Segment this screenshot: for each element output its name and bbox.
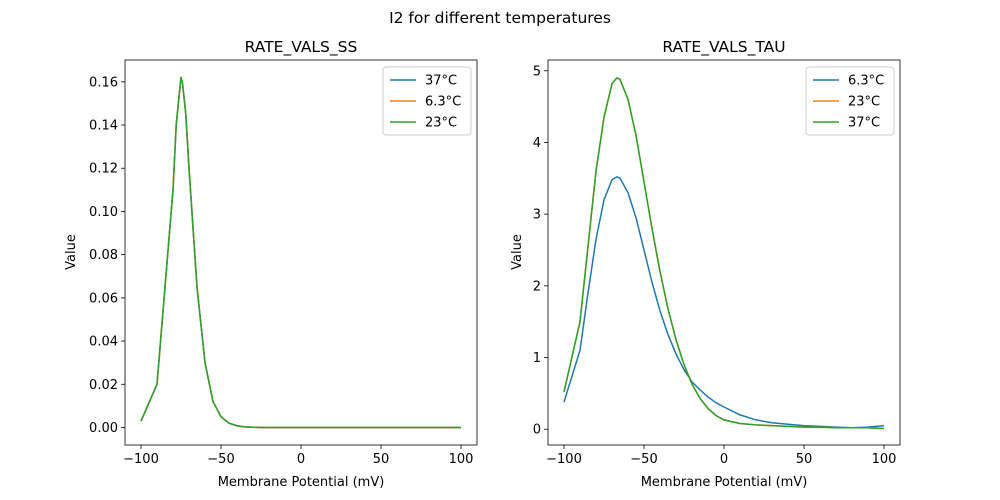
y-axis-label: Value (510, 234, 525, 270)
y-tick-label: 0.12 (89, 162, 118, 177)
legend: 6.3°C 23°C 37°C (805, 66, 895, 136)
y-tick-label: 3 (533, 208, 541, 223)
x-tick-label: 0 (297, 452, 305, 467)
y-tick-label: 0.02 (89, 378, 118, 393)
y-tick-label: 0.06 (89, 291, 118, 306)
legend-label: 6.3°C (425, 95, 461, 110)
legend-label: 23°C (425, 116, 457, 131)
x-axis-label: Membrane Potential (mV) (641, 475, 808, 490)
y-tick-label: 0.10 (89, 205, 118, 220)
y-axis-label: Value (64, 234, 79, 270)
x-tick-label: 100 (872, 452, 897, 467)
x-tick-label: 100 (449, 452, 474, 467)
x-tick-label: 50 (373, 452, 390, 467)
figure-suptitle: I2 for different temperatures (389, 9, 611, 27)
y-tick-label: 0 (533, 423, 541, 438)
y-tick-label: 0.16 (89, 75, 118, 90)
legend-label: 23°C (848, 95, 880, 110)
x-axis-label: Membrane Potential (mV) (218, 475, 385, 490)
legend-label: 6.3°C (848, 74, 884, 89)
series-line-2 (140, 76, 461, 429)
panel-rate-vals-tau: RATE_VALS_TAU Membrane Potential (mV) Va… (510, 38, 901, 490)
y-tick-label: 5 (533, 64, 541, 79)
x-tick-label: −50 (207, 452, 234, 467)
legend-box (805, 66, 895, 136)
y-tick-label: 2 (533, 279, 541, 294)
legend-label: 37°C (425, 74, 457, 89)
y-tick-label: 0.14 (89, 119, 118, 134)
y-tick-label: 0.08 (89, 248, 118, 263)
x-tick-label: −50 (630, 452, 657, 467)
y-tick-label: 0.04 (89, 335, 118, 350)
y-tick-label: 1 (533, 351, 541, 366)
panel-rate-vals-ss: RATE_VALS_SS Membrane Potential (mV) Val… (64, 38, 478, 490)
x-tick-label: −100 (123, 452, 159, 467)
y-tick-label: 4 (533, 136, 541, 151)
legend-label: 37°C (848, 116, 880, 131)
x-tick-label: 50 (796, 452, 813, 467)
legend: 37°C 6.3°C 23°C (382, 66, 472, 136)
x-tick-label: 0 (720, 452, 728, 467)
y-tick-label: 0.00 (89, 421, 118, 436)
series-line-2 (563, 77, 885, 430)
legend-box (382, 66, 472, 136)
x-tick-label: −100 (546, 452, 582, 467)
panel-title: RATE_VALS_SS (245, 38, 358, 57)
panel-title: RATE_VALS_TAU (662, 38, 785, 57)
series-line-0 (563, 176, 885, 429)
